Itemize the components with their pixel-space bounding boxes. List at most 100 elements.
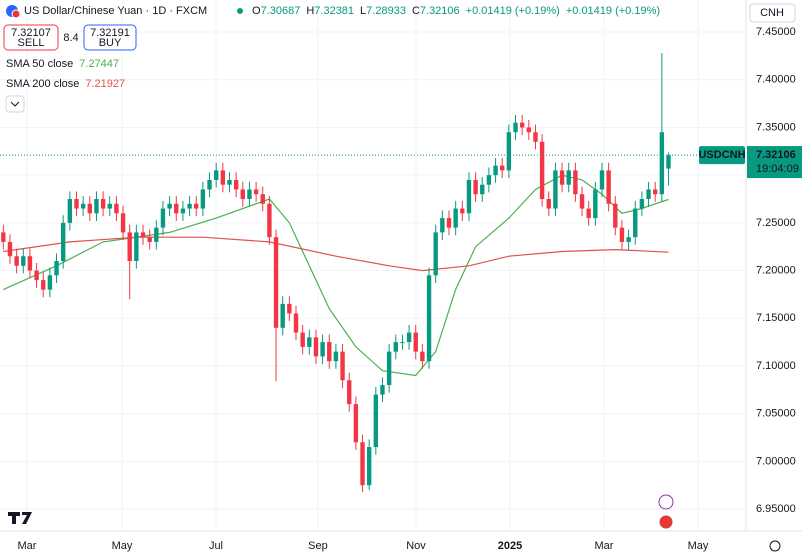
legend-toggle-icon <box>10 101 20 107</box>
candle-body <box>67 199 73 223</box>
y-tick-label: 7.40000 <box>756 74 796 86</box>
candle-body <box>300 332 305 347</box>
symbol-title: US Dollar/Chinese Yuan · 1D · FXCM <box>24 5 207 17</box>
candle-body <box>500 165 505 171</box>
candle-body <box>533 132 538 142</box>
candle-body <box>446 218 452 228</box>
y-tick-label: 7.45000 <box>756 26 796 38</box>
y-tick-label: 7.35000 <box>756 121 796 133</box>
candle-body <box>486 175 492 185</box>
ohlc-label: O <box>252 5 261 17</box>
currency-button[interactable] <box>749 3 796 23</box>
legend-toggle[interactable] <box>5 95 25 113</box>
candle-body <box>666 155 671 169</box>
logo[interactable] <box>8 512 32 524</box>
candle-body <box>480 184 485 195</box>
candle-body <box>380 385 385 395</box>
candle-body <box>140 232 146 238</box>
candle-body <box>273 237 279 328</box>
candle-body <box>207 179 212 190</box>
candle-body <box>420 351 425 362</box>
candle-body <box>333 351 339 362</box>
overlay: 6.95000 7.00000 7.05000 7.10000 7.15000 7.200… <box>3 3 802 552</box>
events-icon[interactable] <box>658 494 674 510</box>
candle-body <box>327 342 332 362</box>
candle-body <box>213 170 219 180</box>
x-tick-label: 2025 <box>498 540 522 552</box>
ohlc-label: H <box>306 5 314 17</box>
x-tick-label: May <box>112 540 133 552</box>
y-tick-label: 7.20000 <box>756 264 796 276</box>
currency: CNH <box>760 7 784 19</box>
y-tick-label: 7.05000 <box>756 408 796 420</box>
candle-body <box>287 303 292 314</box>
candle-body <box>114 203 119 214</box>
legend-value: 7.27447 <box>79 58 119 70</box>
symbol-flag <box>11 9 21 19</box>
legend-value: 7.21927 <box>85 78 125 90</box>
candle-body <box>107 203 112 209</box>
candle-body <box>21 256 26 266</box>
candle-body <box>400 342 405 344</box>
symbol-tag <box>699 146 745 165</box>
candle-body <box>80 203 86 209</box>
candle-body <box>293 313 299 333</box>
candle-body <box>659 132 665 195</box>
y-tick-label: 7.10000 <box>756 360 796 372</box>
candle-body <box>147 237 152 242</box>
candle-body <box>460 208 465 214</box>
candle-body <box>160 208 166 228</box>
candle-body <box>347 380 352 405</box>
buy-label: BUY <box>99 37 122 49</box>
candle-body <box>393 342 398 352</box>
candle-body <box>27 256 33 271</box>
candle-body <box>134 232 139 262</box>
sell-button[interactable] <box>3 24 59 51</box>
candle-body <box>94 199 99 214</box>
market-status[interactable] <box>237 8 243 14</box>
ohlc-label: C <box>412 5 420 17</box>
candle-body <box>74 199 79 209</box>
candle-body <box>100 199 106 209</box>
candle-body <box>646 189 651 200</box>
y-tick-label: 7.15000 <box>756 312 796 324</box>
sell-label: SELL <box>18 37 45 49</box>
x-tick-label: Mar <box>595 540 614 552</box>
candle-body <box>47 275 53 290</box>
legend-name: SMA 200 close <box>6 78 79 90</box>
candle-body <box>473 179 478 195</box>
candle-body <box>606 170 611 204</box>
change: +0.01419 (+0.19%) <box>466 5 560 17</box>
candle-body <box>233 179 239 190</box>
candle-body <box>307 337 312 347</box>
candle-body <box>386 351 392 386</box>
candle-body <box>280 303 285 328</box>
candle-body <box>553 170 558 209</box>
settings-icon[interactable] <box>769 540 781 552</box>
candle-body <box>573 170 578 195</box>
candle-body <box>539 141 545 200</box>
ohlc: O7.30687 H7.32381 L7.28933 C7.32106 +0.01419… <box>252 5 660 17</box>
candle-body <box>626 237 631 242</box>
buy-button[interactable] <box>83 24 137 51</box>
candle-body <box>513 122 518 133</box>
x-tick-label: May <box>688 540 709 552</box>
events-icon[interactable] <box>658 514 674 530</box>
candle-body <box>41 280 46 290</box>
candle-body <box>566 170 571 185</box>
candle-body <box>493 165 498 176</box>
candle-body <box>433 232 438 276</box>
candle-body <box>187 203 192 209</box>
candle-body <box>366 447 372 486</box>
candle-body <box>633 208 638 238</box>
candle-body <box>87 203 92 214</box>
x-tick-label: Mar <box>18 540 37 552</box>
y-tick-label: 6.95000 <box>756 503 796 515</box>
x-tick-label: Sep <box>308 540 328 552</box>
candle-body <box>167 203 172 209</box>
candle-body <box>440 218 445 233</box>
header: US Dollar/Chinese Yuan · 1D · FXCM <box>24 5 207 17</box>
candle-body <box>260 194 265 204</box>
ohlc-value: 7.32106 <box>420 5 460 17</box>
ohlc-value: 7.32381 <box>314 5 354 17</box>
